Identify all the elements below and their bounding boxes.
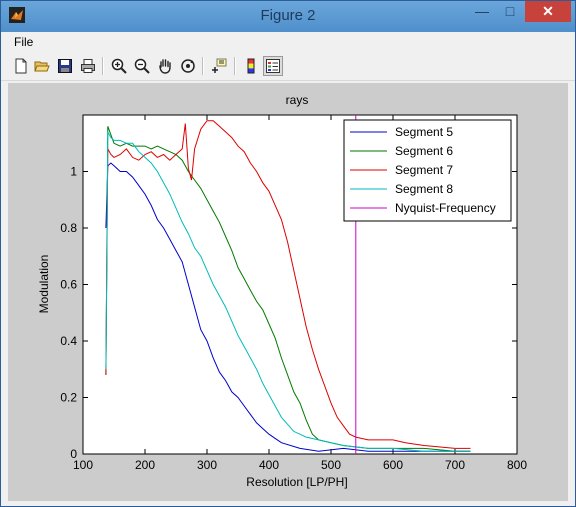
legend[interactable]: Segment 5 Segment 6 Segment 7 Segment 8 Nyqu… xyxy=(343,119,512,222)
zoom-in-icon xyxy=(111,58,127,74)
x-tick-label: 800 xyxy=(507,458,527,472)
minimize-icon: — xyxy=(475,3,489,19)
matlab-app-icon xyxy=(9,7,25,23)
figure-canvas: rays 100 200 300 400 500 600 700 800 0 0.2 0.4 0.6 0… xyxy=(8,83,568,501)
x-tick-label: 500 xyxy=(321,458,341,472)
x-tick-label: 300 xyxy=(197,458,217,472)
series-line-segment-6[interactable] xyxy=(105,126,471,452)
close-icon: ✕ xyxy=(542,3,554,19)
minimize-button[interactable]: — xyxy=(468,1,496,22)
open-file-icon xyxy=(34,61,50,72)
legend-entry: Segment 6 xyxy=(395,144,453,158)
save-button[interactable] xyxy=(55,56,75,76)
legend-button[interactable] xyxy=(263,56,283,76)
toolbar-separator xyxy=(202,57,204,75)
pan-hand-icon xyxy=(159,59,171,74)
legend-entry: Segment 5 xyxy=(395,125,453,139)
x-tick-label: 600 xyxy=(383,458,403,472)
colorbar-button[interactable] xyxy=(241,56,261,76)
data-cursor-icon xyxy=(212,58,227,73)
close-button[interactable]: ✕ xyxy=(525,1,571,22)
y-axis-label: Modulation xyxy=(37,255,51,314)
window-title: Figure 2 xyxy=(260,7,316,24)
maximize-button[interactable]: □ xyxy=(496,1,524,22)
y-tick-label: 1 xyxy=(70,165,77,179)
axis-ticks: 100 200 300 400 500 600 700 800 0 0.2 0.4 0.6 0.8 1 xyxy=(60,115,527,472)
x-axis-label: Resolution [LP/PH] xyxy=(246,475,347,489)
y-tick-label: 0.2 xyxy=(60,391,77,405)
zoom-out-button[interactable] xyxy=(132,56,152,76)
maximize-icon: □ xyxy=(505,3,515,19)
x-tick-label: 700 xyxy=(445,458,465,472)
series-line-segment-7[interactable] xyxy=(105,120,471,449)
rotate-3d-button[interactable] xyxy=(178,56,198,76)
y-tick-label: 0.8 xyxy=(60,221,77,235)
menu-bar: File xyxy=(1,32,575,52)
toolbar-separator xyxy=(102,57,104,75)
title-bar[interactable]: Figure 2 — □ ✕ xyxy=(1,1,575,32)
print-icon xyxy=(81,59,95,73)
save-icon xyxy=(58,59,72,73)
y-tick-label: 0 xyxy=(70,447,77,461)
rotate-3d-icon xyxy=(181,59,195,73)
pan-button[interactable] xyxy=(155,56,175,76)
legend-icon xyxy=(266,59,280,73)
y-tick-label: 0.6 xyxy=(60,278,77,292)
new-figure-button[interactable] xyxy=(11,56,31,76)
series-line-segment-8[interactable] xyxy=(105,129,471,452)
menu-file[interactable]: File xyxy=(14,35,34,49)
x-tick-label: 100 xyxy=(73,458,93,472)
open-file-button[interactable] xyxy=(32,56,52,76)
legend-entry: Nyquist-Frequency xyxy=(395,201,496,215)
legend-entry: Segment 8 xyxy=(395,182,453,196)
print-button[interactable] xyxy=(78,56,98,76)
zoom-out-icon xyxy=(134,58,150,74)
new-figure-icon xyxy=(15,58,27,74)
legend-entry: Segment 7 xyxy=(395,163,453,177)
x-tick-label: 400 xyxy=(259,458,279,472)
chart: rays 100 200 300 400 500 600 700 800 0 0.2 0.4 0.6 0… xyxy=(37,93,527,489)
colorbar-icon xyxy=(247,58,255,74)
chart-title: rays xyxy=(286,93,309,107)
zoom-in-button[interactable] xyxy=(109,56,129,76)
x-tick-label: 200 xyxy=(135,458,155,472)
y-tick-label: 0.4 xyxy=(60,334,77,348)
toolbar-separator xyxy=(234,57,236,75)
series-line-segment-5[interactable] xyxy=(105,162,471,452)
figure-toolbar xyxy=(1,53,575,81)
data-cursor-button[interactable] xyxy=(209,56,229,76)
